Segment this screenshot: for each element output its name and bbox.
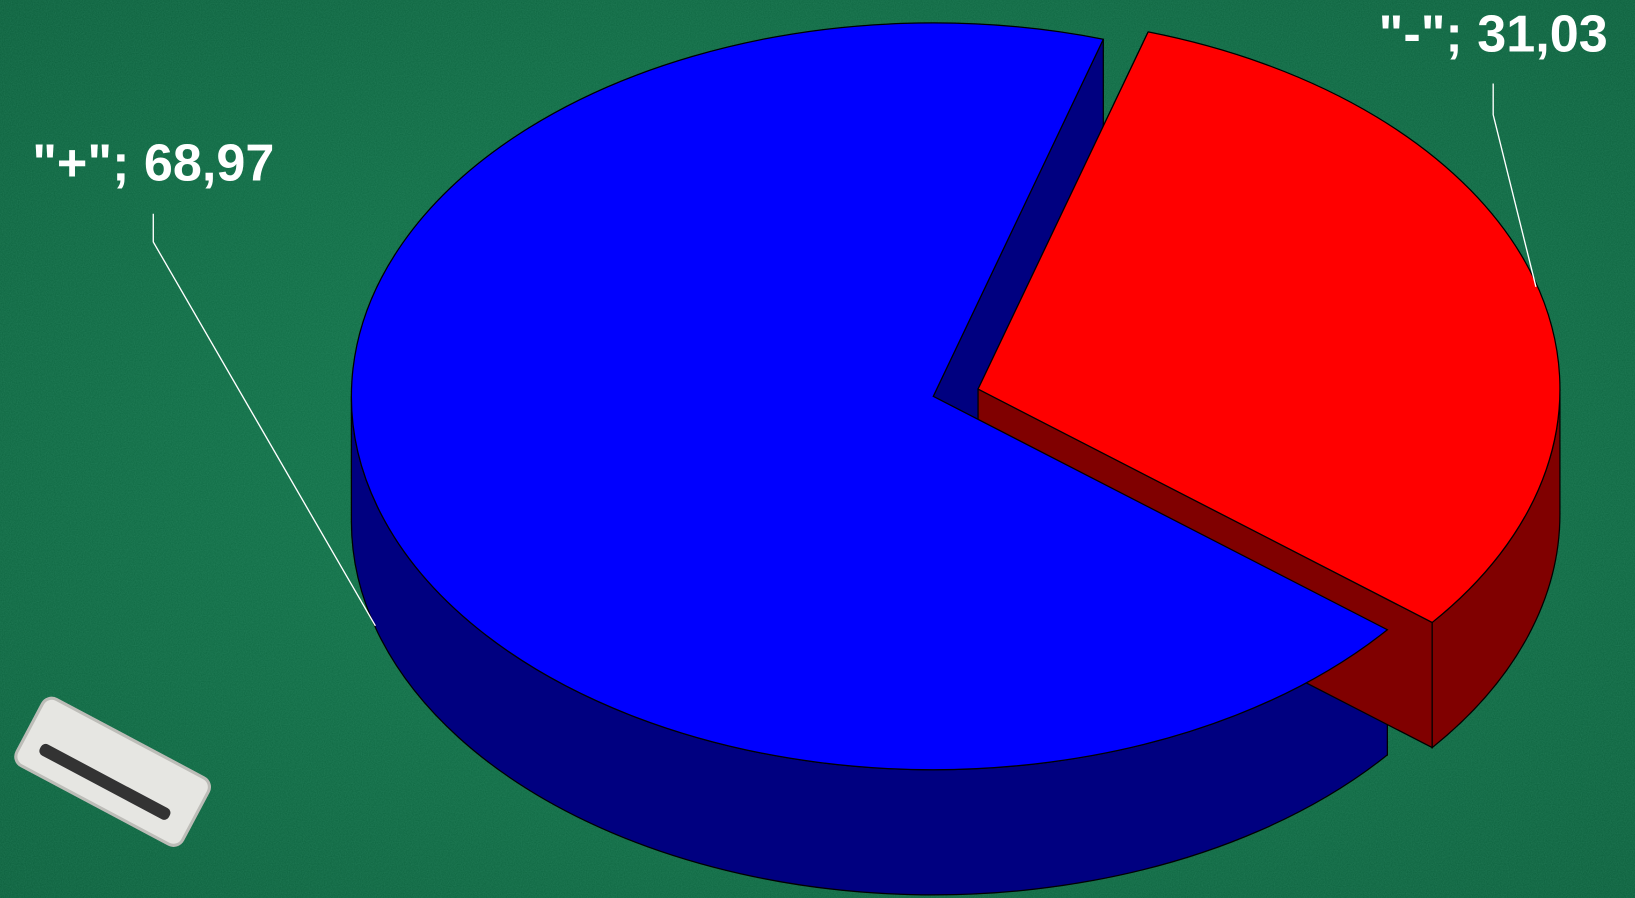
data-label: "+"; 68,97 [32, 135, 274, 193]
pie-tops [350, 22, 1561, 771]
slice [350, 22, 1389, 771]
leader-line [1492, 83, 1537, 287]
eraser-band [39, 743, 171, 820]
eraser [14, 696, 211, 847]
data-label: "-"; 31,03 [1379, 5, 1608, 63]
data-labels: "+"; 68,97 "-"; 31,03 [32, 5, 1608, 627]
leader-line [152, 213, 376, 627]
